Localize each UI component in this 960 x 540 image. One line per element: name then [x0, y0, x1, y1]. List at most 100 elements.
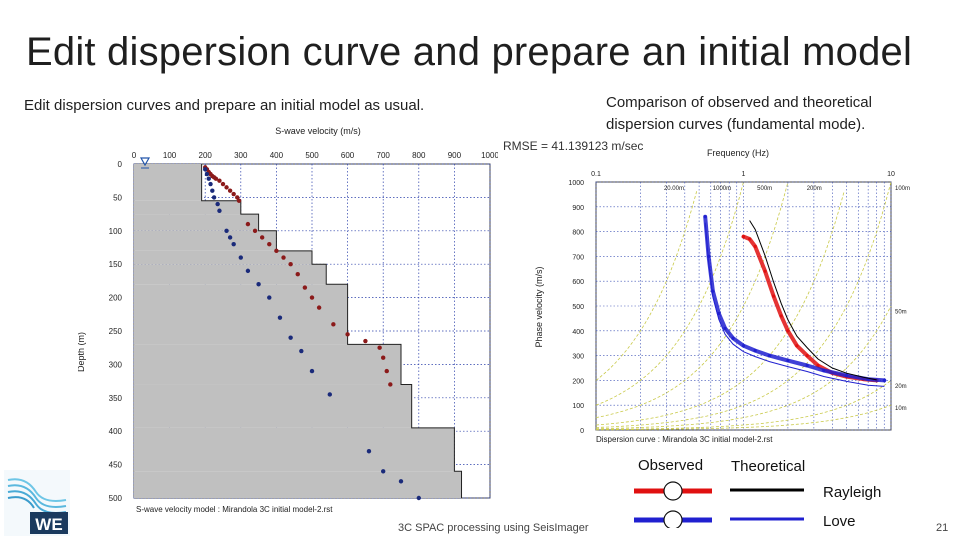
vs-point-rayleigh — [213, 176, 219, 181]
vs-point-rayleigh — [381, 355, 386, 360]
vs-x-tick-label: 100 — [163, 151, 177, 160]
disp-footer-label: Dispersion curve : Mirandola 3C initial … — [596, 435, 773, 444]
vs-x-tick-label: 900 — [448, 151, 462, 160]
vs-point-love — [210, 188, 215, 193]
disp-y-tick-label: 400 — [572, 329, 584, 336]
vs-model-layer — [134, 230, 277, 251]
vs-y-tick-label: 200 — [109, 294, 123, 303]
legend-swatches — [634, 481, 804, 528]
vs-point-rayleigh — [345, 332, 350, 337]
vs-y-tick-label: 500 — [109, 494, 123, 503]
vs-point-rayleigh — [236, 198, 242, 203]
vs-point-rayleigh — [384, 368, 389, 374]
vs-point-rayleigh — [363, 338, 368, 344]
vs-x-tick-label: 800 — [412, 151, 426, 160]
vs-y-tick-label: 0 — [118, 160, 123, 169]
vs-point-rayleigh — [252, 228, 258, 233]
disp-wavelength-label: 20m — [895, 384, 907, 390]
disp-theoretical-rayleigh — [749, 220, 877, 381]
disp-y-tick-label: 500 — [572, 304, 584, 311]
vs-point-rayleigh — [288, 262, 293, 267]
vs-point-rayleigh — [281, 255, 286, 260]
legend-love-label: Love — [823, 513, 856, 530]
vs-x-tick-label: 700 — [377, 151, 391, 160]
vs-model-layer — [134, 264, 327, 285]
disp-observed-point-rayleigh — [795, 344, 799, 348]
disp-wavelength-label: 20.00m — [664, 186, 684, 192]
disp-observed-point-love — [805, 363, 809, 368]
vs-point-love — [224, 228, 229, 233]
vs-x-tick-label: 1000 — [481, 151, 498, 160]
vs-point-love — [256, 282, 261, 287]
disp-observed-point-rayleigh — [805, 354, 809, 358]
legend-theoretical-label: Theoretical — [731, 458, 806, 475]
vs-point-love — [381, 469, 386, 474]
logo-box — [30, 512, 68, 534]
vs-point-love — [211, 195, 217, 200]
vs-model-layer — [134, 284, 348, 345]
logo-wave-icon — [7, 496, 35, 509]
disp-theoretical-love — [704, 222, 885, 387]
vs-point-love — [398, 479, 404, 484]
vs-footer-label: S-wave velocity model : Mirandola 3C ini… — [136, 505, 333, 514]
disp-wavelength-label: 100m — [895, 186, 910, 192]
disp-y-axis-title: Phase velocity (m/s) — [534, 266, 544, 347]
logo-wave-icon — [7, 484, 67, 508]
vs-point-love — [238, 255, 243, 260]
logo-wave-icon — [7, 478, 67, 502]
vs-point-love — [227, 235, 233, 240]
water-table-icon — [139, 157, 151, 167]
disp-observed-point-love — [822, 368, 826, 373]
disp-wavelength-curve — [595, 181, 744, 406]
vs-point-love — [299, 348, 304, 354]
disp-observed-point-rayleigh — [753, 244, 757, 249]
vs-point-love — [204, 171, 210, 177]
vs-point-rayleigh — [224, 185, 229, 190]
disp-x-tick-label: 1 — [742, 171, 746, 178]
vs-model-layer — [134, 200, 241, 215]
vs-model-outline — [201, 164, 463, 498]
disp-y-tick-label: 1000 — [568, 180, 584, 187]
vs-model-layer — [134, 344, 401, 385]
vs-y-tick-label: 250 — [109, 327, 123, 336]
vs-point-rayleigh — [217, 178, 222, 183]
vs-x-axis-title: S-wave velocity (m/s) — [275, 126, 361, 136]
vs-point-love — [215, 201, 220, 207]
dispersion-chart: Frequency (Hz) Phase velocity (m/s) 0100… — [534, 148, 910, 444]
vs-point-love — [288, 335, 293, 340]
vs-point-rayleigh — [231, 191, 236, 197]
vs-model-layer — [134, 250, 312, 265]
vs-point-rayleigh — [227, 188, 233, 193]
disp-observed-point-rayleigh — [772, 294, 776, 298]
vs-model-chart: S-wave velocity (m/s) Depth (m) 0 100 200 3… — [78, 126, 498, 514]
vs-point-rayleigh — [235, 195, 240, 200]
disp-wavelength-label: 10m — [895, 406, 907, 412]
disp-observed-point-rayleigh — [816, 363, 820, 368]
vs-y-tick-label: 450 — [109, 461, 123, 470]
vs-point-love — [217, 208, 222, 213]
disp-wavelength-curve — [595, 181, 892, 428]
vs-point-rayleigh — [274, 248, 279, 254]
vs-x-tick-label: 200 — [199, 151, 213, 160]
disp-observed-point-love — [717, 311, 721, 316]
disp-observed-point-love — [786, 358, 790, 363]
vs-point-rayleigh — [309, 295, 315, 300]
disp-x-axis-title: Frequency (Hz) — [707, 148, 769, 158]
disp-observed-point-rayleigh — [748, 237, 752, 241]
vs-point-rayleigh — [295, 272, 300, 277]
disp-wavelength-curve — [595, 190, 698, 381]
disp-observed-point-love — [703, 215, 707, 219]
rmse-label: RMSE = 41.139123 m/sec — [503, 139, 644, 153]
vs-point-love — [416, 495, 421, 501]
disp-wavelength-label: 500m — [757, 186, 772, 192]
vs-model-layer — [134, 214, 259, 231]
vs-point-love — [206, 176, 211, 181]
vs-point-love — [267, 295, 272, 300]
vs-point-rayleigh — [245, 221, 251, 227]
disp-y-tick-label: 200 — [572, 378, 584, 385]
disp-x-tick-label: 0.1 — [591, 171, 601, 178]
vs-point-love — [231, 241, 236, 247]
vs-point-love — [309, 368, 315, 374]
vs-x-tick-label: 0 — [132, 151, 137, 160]
vs-point-rayleigh — [259, 235, 265, 240]
